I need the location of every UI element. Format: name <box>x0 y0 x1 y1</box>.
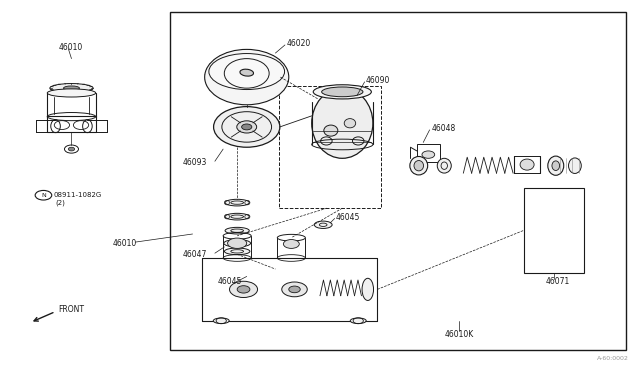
Text: 46010: 46010 <box>59 43 83 52</box>
Ellipse shape <box>224 240 250 247</box>
Text: 08911-1082G: 08911-1082G <box>54 192 102 198</box>
Ellipse shape <box>314 221 332 228</box>
Ellipse shape <box>313 85 371 99</box>
Ellipse shape <box>437 158 451 173</box>
Ellipse shape <box>63 86 79 90</box>
Ellipse shape <box>225 248 250 255</box>
Ellipse shape <box>225 199 249 206</box>
Ellipse shape <box>240 69 253 76</box>
Text: (2): (2) <box>55 199 65 206</box>
Ellipse shape <box>322 87 363 97</box>
Ellipse shape <box>344 119 356 128</box>
Ellipse shape <box>410 157 428 175</box>
Ellipse shape <box>205 49 289 105</box>
Ellipse shape <box>350 318 366 324</box>
Ellipse shape <box>47 89 96 97</box>
Text: 46090: 46090 <box>366 76 390 85</box>
Bar <box>47 116 96 132</box>
Text: 46045: 46045 <box>336 213 360 222</box>
Bar <box>170 13 626 350</box>
Ellipse shape <box>552 161 559 170</box>
Circle shape <box>422 151 435 158</box>
Ellipse shape <box>520 159 534 170</box>
Ellipse shape <box>214 107 280 147</box>
Circle shape <box>282 282 307 297</box>
Circle shape <box>242 124 252 130</box>
Ellipse shape <box>414 161 424 171</box>
Text: FRONT: FRONT <box>59 305 84 314</box>
Ellipse shape <box>362 278 374 301</box>
Text: 46010K: 46010K <box>444 330 474 339</box>
Ellipse shape <box>284 240 300 248</box>
Ellipse shape <box>50 84 93 93</box>
Circle shape <box>230 281 257 298</box>
Ellipse shape <box>324 125 338 136</box>
Text: 46020: 46020 <box>286 39 310 48</box>
Ellipse shape <box>568 158 581 173</box>
Ellipse shape <box>209 54 285 90</box>
Text: 46071: 46071 <box>545 278 570 286</box>
Ellipse shape <box>237 121 257 133</box>
Ellipse shape <box>228 238 246 248</box>
Text: 46093: 46093 <box>183 157 207 167</box>
Circle shape <box>289 286 300 293</box>
Ellipse shape <box>213 318 229 324</box>
Bar <box>524 188 584 273</box>
Ellipse shape <box>548 156 564 175</box>
Text: 46048: 46048 <box>431 124 456 133</box>
Bar <box>278 86 381 208</box>
Ellipse shape <box>225 213 249 220</box>
Text: 46010: 46010 <box>113 239 137 248</box>
Bar <box>417 144 440 162</box>
Ellipse shape <box>312 88 373 158</box>
Text: A-60:0002: A-60:0002 <box>597 356 629 361</box>
Circle shape <box>68 147 75 151</box>
Text: N: N <box>41 193 46 198</box>
Text: 46047: 46047 <box>183 250 207 259</box>
Circle shape <box>237 286 250 293</box>
Ellipse shape <box>225 227 249 234</box>
Text: 46045: 46045 <box>218 278 243 286</box>
